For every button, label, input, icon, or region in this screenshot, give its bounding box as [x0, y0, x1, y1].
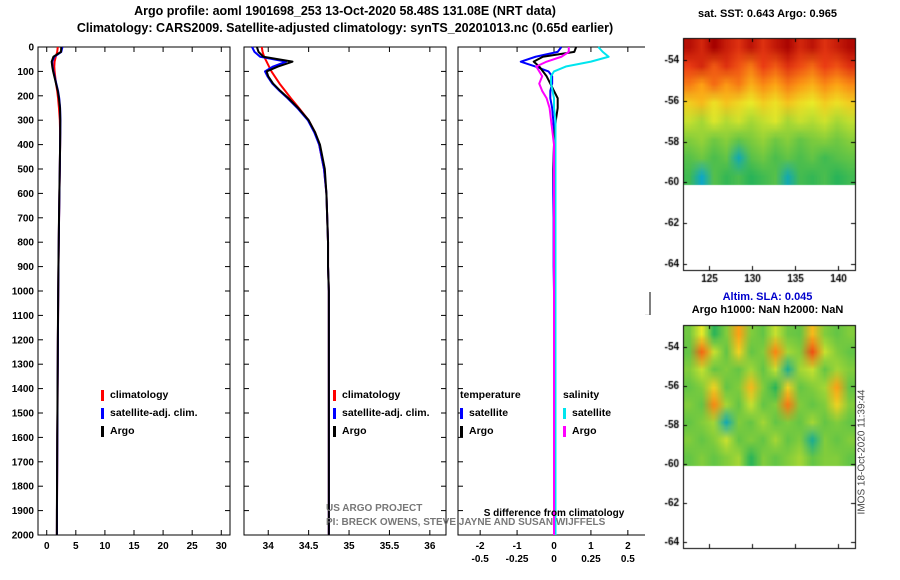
difference-temperature-legend: temperature satellite Argo: [460, 386, 521, 440]
legend-header-salinity: salinity: [563, 389, 600, 401]
svg-text:900: 900: [17, 262, 34, 273]
svg-text:15: 15: [128, 541, 140, 552]
svg-text:10: 10: [99, 541, 111, 552]
legend-item-climatology: climatology: [101, 386, 198, 404]
climatology-line-marker: [333, 389, 336, 401]
svg-text:0.5: 0.5: [621, 554, 635, 565]
salinity-profile-panel: 34 34.5 35 35.5 36: [243, 46, 447, 552]
svg-text:0: 0: [551, 541, 557, 552]
svg-text:2: 2: [625, 541, 631, 552]
legend-item-satellite: satellite: [460, 404, 521, 422]
svg-text:0: 0: [28, 43, 34, 54]
difference-salinity-legend: salinity satellite Argo: [563, 386, 611, 440]
sla-map-canvas: [645, 315, 880, 555]
svg-text:100: 100: [17, 67, 34, 78]
sla-map-subtitle: Argo h1000: NaN h2000: NaN: [691, 304, 844, 316]
svg-text:1600: 1600: [12, 433, 35, 444]
legend-label: satellite-adj. clim.: [110, 407, 198, 419]
legend-label: satellite: [572, 407, 612, 419]
legend-label: climatology: [342, 389, 401, 401]
argo-line-marker: [333, 425, 336, 437]
legend-label: Argo: [110, 425, 135, 437]
svg-text:1400: 1400: [12, 384, 35, 395]
difference-panel-caption: S difference from climatology: [483, 508, 625, 519]
svg-text:25: 25: [187, 541, 199, 552]
svg-text:-1: -1: [513, 541, 522, 552]
argo-sal-line-marker: [563, 425, 566, 437]
svg-text:1: 1: [588, 541, 594, 552]
figure-subtitle: Climatology: CARS2009. Satellite-adjuste…: [76, 21, 614, 35]
figure-title: Argo profile: aoml 1901698_253 13-Oct-20…: [134, 4, 556, 18]
svg-text:200: 200: [17, 91, 34, 102]
svg-text:36: 36: [424, 541, 436, 552]
legend-item-satellite-clim: satellite-adj. clim.: [101, 404, 198, 422]
legend-label: Argo: [572, 425, 597, 437]
svg-text:0: 0: [44, 541, 50, 552]
svg-text:-0.5: -0.5: [472, 554, 490, 565]
svg-text:700: 700: [17, 213, 34, 224]
sst-map-canvas: [645, 30, 880, 292]
svg-text:0: 0: [551, 554, 557, 565]
salinity-panel-legend: climatology satellite-adj. clim. Argo: [333, 386, 430, 440]
svg-text:1800: 1800: [12, 482, 35, 493]
svg-text:1700: 1700: [12, 457, 35, 468]
argo-line-marker: [101, 425, 104, 437]
legend-item-satellite-clim: satellite-adj. clim.: [333, 404, 430, 422]
svg-text:35.5: 35.5: [380, 541, 400, 552]
temperature-panel-legend: climatology satellite-adj. clim. Argo: [101, 386, 198, 440]
legend-label: Argo: [469, 425, 494, 437]
project-credit-line2: PI: BRECK OWENS, STEVE JAYNE AND SUSAN W…: [326, 517, 606, 528]
legend-item-argo: Argo: [101, 422, 198, 440]
difference-profile-panel: -2 -1 0 1 2 -0.5 -0.25 0 0.25 0.5: [457, 46, 651, 565]
svg-text:1500: 1500: [12, 409, 35, 420]
svg-text:500: 500: [17, 165, 34, 176]
watermark-timestamp: IMOS 18-Oct-2020 11:39:44: [856, 389, 868, 515]
svg-text:800: 800: [17, 238, 34, 249]
legend-label: climatology: [110, 389, 169, 401]
svg-text:-2: -2: [476, 541, 485, 552]
legend-label: satellite-adj. clim.: [342, 407, 430, 419]
svg-text:35: 35: [343, 541, 355, 552]
legend-label: Argo: [342, 425, 367, 437]
satellite-clim-line-marker: [101, 407, 104, 419]
legend-item-argo: Argo: [333, 422, 430, 440]
satellite-temp-line-marker: [460, 407, 463, 419]
svg-text:1100: 1100: [12, 311, 34, 322]
svg-text:34: 34: [263, 541, 275, 552]
project-credit-line1: US ARGO PROJECT: [326, 503, 423, 514]
argo-temp-line-marker: [460, 425, 463, 437]
svg-text:1000: 1000: [12, 287, 35, 298]
svg-text:30: 30: [216, 541, 228, 552]
svg-text:34.5: 34.5: [299, 541, 319, 552]
legend-item-argo: Argo: [460, 422, 521, 440]
svg-text:300: 300: [17, 116, 34, 127]
svg-text:1200: 1200: [12, 335, 35, 346]
sst-map-title: sat. SST: 0.643 Argo: 0.965: [698, 8, 837, 20]
satellite-sal-line-marker: [563, 407, 566, 419]
svg-text:600: 600: [17, 189, 34, 200]
sla-map-title: Altim. SLA: 0.045: [722, 291, 813, 303]
svg-text:1300: 1300: [12, 360, 35, 371]
svg-text:-0.25: -0.25: [506, 554, 529, 565]
svg-text:400: 400: [17, 140, 34, 151]
svg-text:5: 5: [73, 541, 79, 552]
svg-text:1900: 1900: [12, 506, 35, 517]
legend-header-temperature: temperature: [460, 389, 521, 401]
svg-text:20: 20: [158, 541, 170, 552]
legend-item-argo: Argo: [563, 422, 611, 440]
legend-label: satellite: [469, 407, 509, 419]
climatology-line-marker: [101, 389, 104, 401]
svg-text:2000: 2000: [12, 531, 35, 542]
satellite-clim-line-marker: [333, 407, 336, 419]
svg-text:0.25: 0.25: [581, 554, 601, 565]
temperature-profile-panel: 0 5 10 15 20 25 300100200300400500600700800900…: [12, 43, 231, 552]
legend-item-satellite: satellite: [563, 404, 611, 422]
legend-item-climatology: climatology: [333, 386, 430, 404]
